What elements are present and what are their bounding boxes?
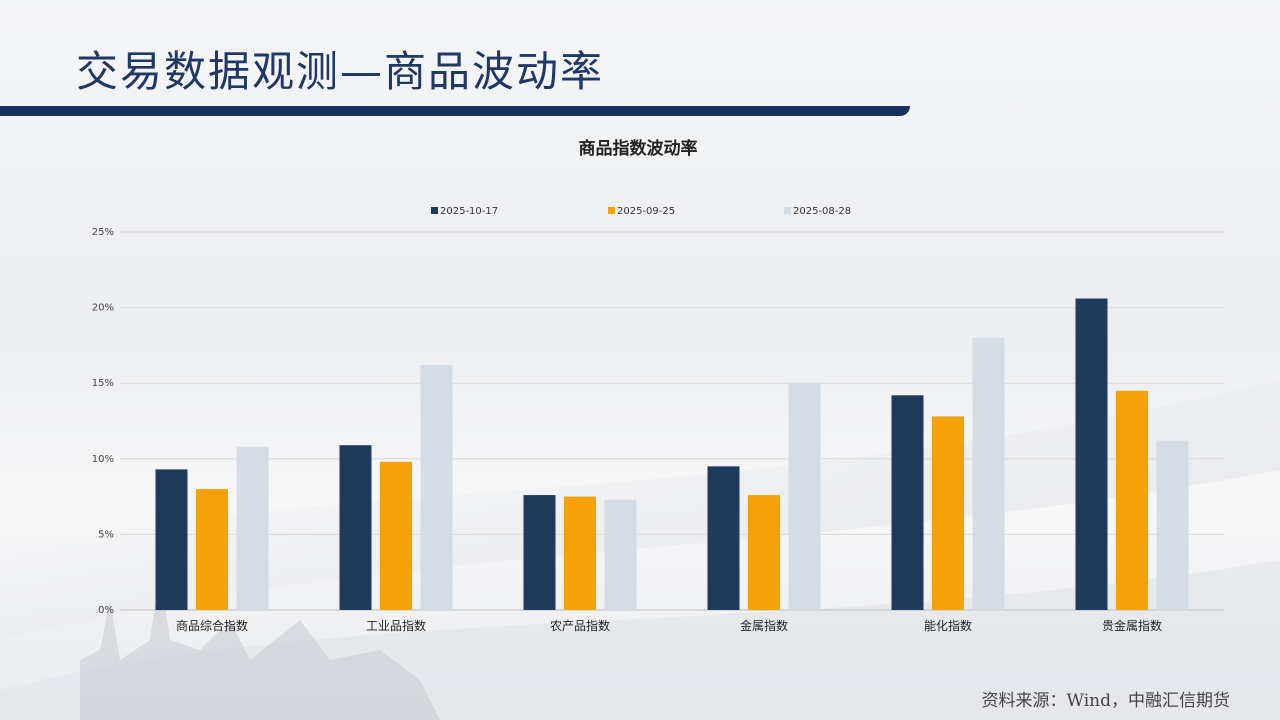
bar: [932, 416, 964, 610]
bar: [891, 395, 924, 610]
source-note: 资料来源：Wind，中融汇信期货: [981, 691, 1230, 711]
y-tick-label: 10%: [92, 454, 114, 465]
bar: [564, 496, 596, 610]
legend-label: 2025-09-25: [617, 206, 675, 217]
title-divider-bar: [0, 106, 910, 116]
bar: [236, 446, 269, 610]
x-tick-label: 贵金属指数: [1102, 618, 1162, 633]
chart-title: 商品指数波动率: [579, 138, 698, 159]
legend-label: 2025-08-28: [793, 206, 851, 217]
bar: [1116, 390, 1148, 610]
bar: [420, 365, 453, 610]
x-tick-label: 商品综合指数: [176, 618, 248, 633]
bar: [748, 495, 780, 610]
legend: 2025-10-17 2025-09-25 2025-08-28: [431, 206, 851, 217]
y-axis-ticks: 0% 5% 10% 15% 20% 25%: [92, 227, 114, 616]
y-tick-label: 15%: [92, 378, 114, 389]
page-title: 交易数据观测—商品波动率: [76, 47, 605, 96]
bars: [155, 298, 1189, 610]
x-tick-label: 工业品指数: [366, 618, 426, 633]
x-axis-ticks: 商品综合指数 工业品指数 农产品指数 金属指数 能化指数 贵金属指数: [176, 618, 1162, 633]
legend-swatch: [608, 207, 615, 214]
y-tick-label: 20%: [92, 303, 114, 314]
legend-label: 2025-10-17: [440, 206, 498, 217]
bar: [1075, 298, 1108, 610]
bar: [155, 469, 188, 610]
x-tick-label: 金属指数: [740, 618, 788, 633]
gridlines: [120, 231, 1224, 611]
bar: [1156, 440, 1189, 610]
y-tick-label: 0%: [98, 605, 114, 616]
bar: [604, 499, 637, 610]
bar: [707, 466, 740, 610]
x-tick-label: 农产品指数: [550, 618, 610, 633]
bar: [788, 383, 821, 610]
bar: [523, 495, 556, 610]
header: 交易数据观测—商品波动率: [0, 0, 1280, 120]
legend-swatch: [784, 207, 791, 214]
y-tick-label: 25%: [92, 227, 114, 238]
bar: [380, 461, 412, 610]
legend-swatch: [431, 207, 438, 214]
y-tick-label: 5%: [98, 529, 114, 540]
bar: [972, 337, 1005, 610]
bar: [339, 445, 372, 610]
bar: [196, 489, 228, 610]
x-tick-label: 能化指数: [924, 618, 972, 633]
